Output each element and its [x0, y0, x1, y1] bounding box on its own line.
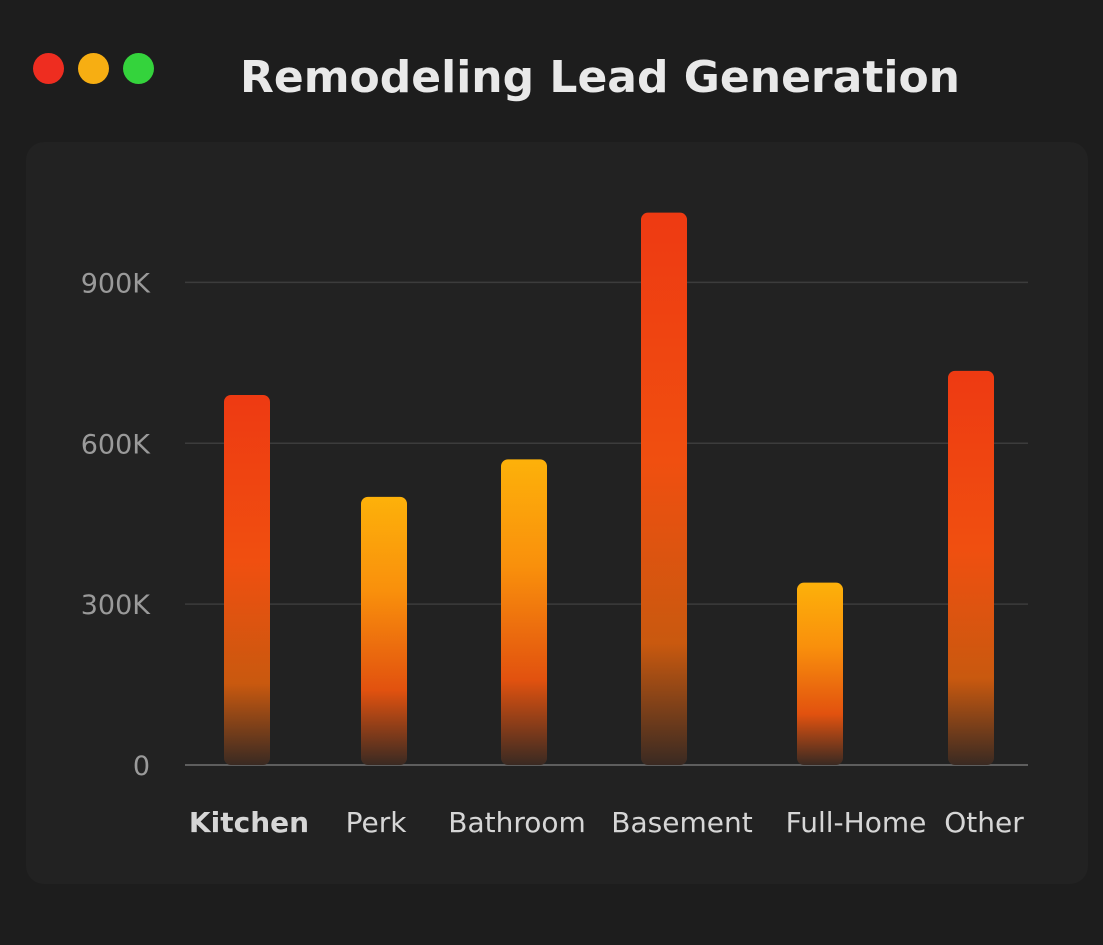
x-tick-label: Kitchen — [189, 806, 309, 839]
title-bar: Remodeling Lead Generation — [0, 0, 1103, 140]
bar-full-home[interactable] — [797, 582, 843, 765]
x-tick-label: Bathroom — [448, 806, 586, 839]
close-window-button[interactable] — [33, 53, 64, 84]
bar-kitchen[interactable] — [224, 395, 270, 765]
bar-bathroom[interactable] — [501, 459, 547, 765]
maximize-window-button[interactable] — [123, 53, 154, 84]
x-tick-label: Basement — [611, 806, 752, 839]
bar-other[interactable] — [948, 370, 994, 765]
y-tick-label: 0 — [133, 751, 150, 782]
y-tick-label: 600K — [81, 429, 152, 460]
y-tick-label: 300K — [81, 590, 152, 621]
bar-basement[interactable] — [641, 212, 687, 765]
x-tick-label: Perk — [346, 806, 408, 839]
x-axis-ticks: Kitchen Perk Bathroom Basement Full-Home Othe… — [189, 806, 1024, 839]
chart-panel — [26, 142, 1088, 884]
chart-title: Remodeling Lead Generation — [239, 52, 960, 103]
y-axis-ticks: 0 300K 600K 900K — [81, 268, 152, 782]
grid-lines — [185, 281, 1028, 766]
bar-perk[interactable] — [361, 496, 407, 765]
minimize-window-button[interactable] — [78, 53, 109, 84]
x-tick-label: Full-Home — [786, 806, 927, 839]
y-tick-label: 900K — [81, 268, 152, 299]
x-tick-label: Other — [944, 806, 1024, 839]
bars — [224, 212, 994, 765]
